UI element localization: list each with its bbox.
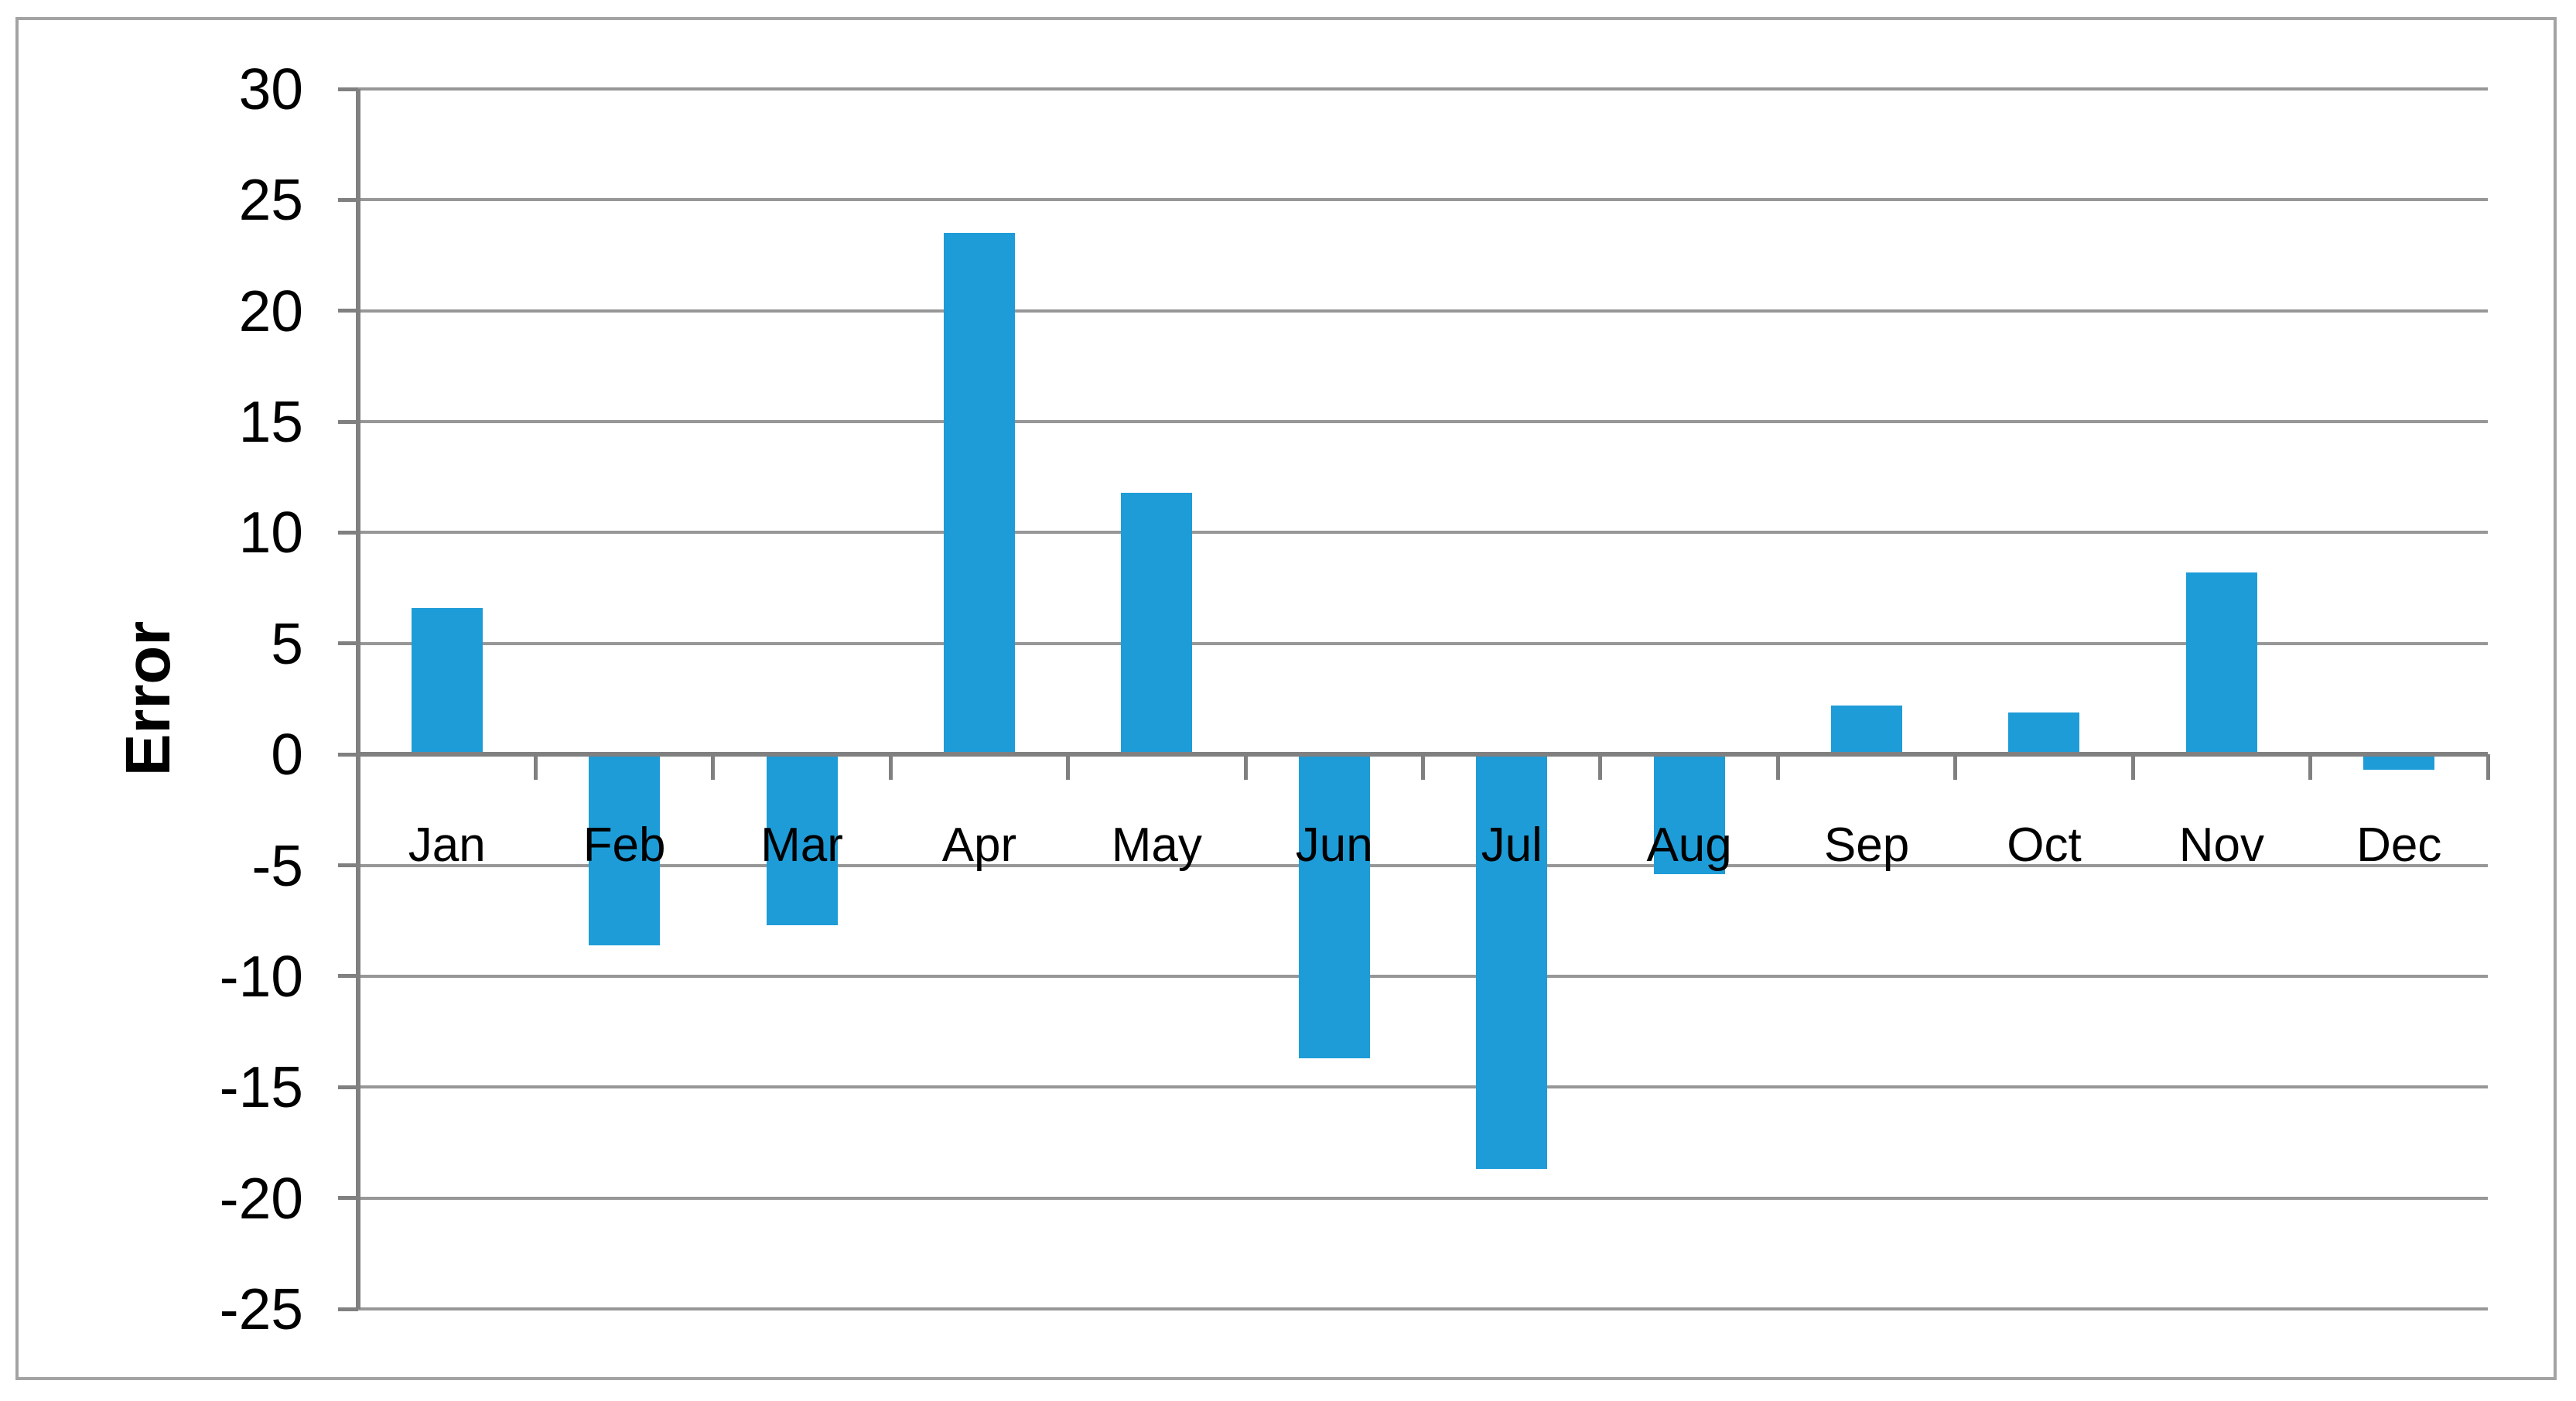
y-tick-label: 30 xyxy=(238,56,303,121)
gridline-y10 xyxy=(358,531,2488,535)
x-tick-label-aug: Aug xyxy=(1646,818,1732,873)
y-tick-label: -15 xyxy=(219,1054,303,1120)
x-axis-tick xyxy=(2308,754,2313,781)
y-axis-tick xyxy=(338,974,358,979)
bar-mar xyxy=(766,754,838,925)
y-axis-tick xyxy=(338,752,358,757)
x-axis-tick xyxy=(711,754,716,781)
y-tick-label: -25 xyxy=(219,1276,303,1341)
gridline-y15 xyxy=(358,420,2488,424)
bar-sep xyxy=(1831,706,1903,755)
x-axis-tick xyxy=(1243,754,1248,781)
bar-jan xyxy=(411,607,483,755)
x-tick-label-apr: Apr xyxy=(941,818,1017,873)
y-axis-line xyxy=(356,89,360,1309)
y-axis-tick xyxy=(338,863,358,868)
bar-oct xyxy=(2008,712,2080,755)
x-tick-label-oct: Oct xyxy=(2007,818,2082,873)
x-tick-label-jul: Jul xyxy=(1481,818,1543,873)
y-tick-label: 0 xyxy=(271,722,303,788)
x-axis-tick xyxy=(1598,754,1603,781)
bar-may xyxy=(1121,492,1193,755)
x-tick-label-sep: Sep xyxy=(1823,818,1910,873)
x-tick-label-jan: Jan xyxy=(408,818,486,873)
bar-dec xyxy=(2363,754,2435,771)
y-tick-label: -20 xyxy=(219,1165,303,1231)
bar-apr xyxy=(943,233,1015,755)
y-axis-tick xyxy=(338,87,358,91)
y-tick-label: 10 xyxy=(238,500,303,566)
y-axis-tick xyxy=(338,197,358,202)
x-axis-tick xyxy=(2130,754,2135,781)
y-tick-label: 25 xyxy=(238,167,303,233)
y-tick-label: -10 xyxy=(219,943,303,1009)
y-tick-label: 5 xyxy=(271,610,303,676)
gridline-y-5 xyxy=(358,863,2488,867)
x-axis-tick xyxy=(888,754,893,781)
y-tick-label: -5 xyxy=(251,832,303,898)
y-axis-tick xyxy=(338,309,358,313)
y-axis-tick xyxy=(338,419,358,424)
y-tick-label: 20 xyxy=(238,278,303,343)
x-axis-tick xyxy=(2485,754,2490,781)
bar-jul xyxy=(1476,754,1548,1170)
y-axis-tick xyxy=(338,641,358,646)
bar-jun xyxy=(1298,754,1370,1058)
x-tick-label-jun: Jun xyxy=(1295,818,1373,873)
gridline-y25 xyxy=(358,198,2488,202)
y-tick-label: 15 xyxy=(238,389,303,455)
y-axis-tick xyxy=(338,1307,358,1311)
x-tick-label-mar: Mar xyxy=(760,818,843,873)
x-tick-label-may: May xyxy=(1111,818,1202,873)
y-axis-tick xyxy=(338,1085,358,1089)
gridline-y20 xyxy=(358,309,2488,313)
gridline-y5 xyxy=(358,641,2488,645)
chart-border xyxy=(15,17,2557,1380)
x-axis-tick xyxy=(533,754,538,781)
x-axis-tick xyxy=(1953,754,1958,781)
gridline-y-15 xyxy=(358,1085,2488,1089)
gridline-y-20 xyxy=(358,1196,2488,1200)
gridline-y-10 xyxy=(358,974,2488,978)
bar-feb xyxy=(589,754,661,945)
x-tick-label-dec: Dec xyxy=(2356,818,2442,873)
x-axis-tick xyxy=(356,754,360,781)
bar-aug xyxy=(1653,754,1725,874)
y-axis-tick xyxy=(338,1196,358,1201)
gridline-y-25 xyxy=(358,1307,2488,1310)
x-tick-label-nov: Nov xyxy=(2178,818,2264,873)
gridline-y30 xyxy=(358,87,2488,91)
y-axis-tick xyxy=(338,530,358,535)
x-axis-tick xyxy=(1775,754,1780,781)
bar-nov xyxy=(2185,572,2257,755)
x-axis-tick xyxy=(1421,754,1425,781)
x-tick-label-feb: Feb xyxy=(583,818,666,873)
x-axis-tick xyxy=(1066,754,1071,781)
